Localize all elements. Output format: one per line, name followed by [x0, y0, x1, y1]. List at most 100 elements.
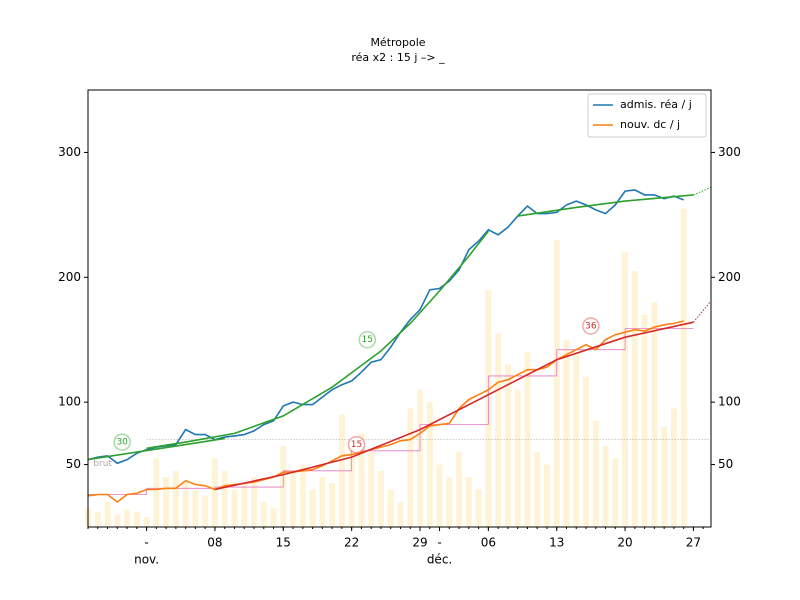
legend-label: nouv. dc / j	[620, 118, 680, 131]
bar	[661, 427, 668, 527]
chart-title: Métropole	[370, 36, 425, 49]
bar	[368, 452, 375, 527]
bar	[397, 502, 404, 527]
bar	[680, 208, 687, 527]
bar	[514, 389, 521, 527]
y2-tick-label: 200	[718, 270, 741, 284]
annotation: brut	[93, 459, 112, 469]
bar	[475, 489, 482, 527]
annotation: 30	[116, 438, 128, 448]
fit-line	[146, 230, 490, 450]
x-tick-label: 06	[481, 536, 496, 550]
bar	[153, 458, 160, 527]
bar	[172, 470, 179, 527]
y-tick-label: 50	[66, 457, 81, 471]
bar	[544, 464, 550, 527]
fit-line	[693, 300, 712, 323]
y-tick-label: 200	[58, 270, 81, 284]
bar	[378, 470, 384, 527]
bar	[299, 464, 306, 527]
y2-tick-label: 300	[718, 145, 741, 159]
bar	[319, 477, 326, 527]
bar	[329, 483, 336, 527]
bar	[417, 389, 423, 527]
bar	[260, 502, 267, 527]
series-line	[87, 320, 684, 504]
legend-box	[587, 93, 707, 138]
bar	[563, 339, 570, 527]
bar	[348, 439, 355, 527]
plot-frame	[87, 89, 712, 528]
legend: admis. réa / j nouv. dc / j	[587, 93, 707, 138]
x-tick-label: -	[144, 536, 148, 550]
bar	[456, 452, 462, 527]
bar	[534, 452, 541, 527]
bar	[583, 377, 589, 527]
bar	[290, 470, 296, 527]
annotation-badge	[113, 433, 131, 451]
bar	[592, 420, 599, 527]
bar	[231, 489, 238, 527]
bar	[182, 483, 189, 527]
fit-line	[87, 437, 225, 461]
bar	[133, 512, 140, 527]
annotation-badge	[582, 317, 600, 335]
y-tick-label: 300	[58, 145, 81, 159]
x-tick-label: 27	[686, 536, 701, 550]
bar	[114, 514, 121, 527]
annotation: 36	[585, 321, 597, 331]
legend-label: admis. réa / j	[620, 98, 692, 111]
x-month-label: nov.	[134, 553, 159, 567]
bar	[221, 470, 228, 527]
x-tick-label: 15	[276, 536, 291, 550]
bar	[612, 458, 619, 527]
bar	[212, 458, 218, 527]
bar	[143, 517, 150, 527]
bar	[104, 502, 111, 527]
bar	[504, 364, 511, 527]
bar	[495, 333, 502, 527]
series-line	[87, 189, 684, 465]
y2-tick-label: 100	[718, 395, 741, 409]
annotation: 15	[362, 335, 373, 345]
bar	[163, 477, 170, 527]
bar	[553, 239, 560, 528]
x-tick-label: 20	[617, 536, 632, 550]
bar	[202, 495, 209, 527]
bar	[407, 408, 414, 527]
x-month-label: déc.	[427, 553, 452, 567]
bar	[465, 477, 472, 527]
bar	[622, 252, 628, 528]
bar	[670, 408, 677, 527]
annotation-badge	[347, 435, 366, 454]
bar	[270, 508, 277, 527]
bar	[192, 489, 199, 527]
bar	[309, 489, 316, 527]
y-tick-label: 100	[58, 395, 81, 409]
fit-line	[517, 194, 694, 217]
bar	[436, 464, 443, 527]
y2-tick-label: 50	[718, 457, 733, 471]
bar	[358, 433, 365, 527]
bar	[651, 302, 658, 527]
bar	[524, 352, 531, 527]
x-tick-label: -	[437, 536, 441, 550]
annotation-badge	[358, 330, 377, 349]
x-tick-label: 08	[207, 536, 222, 550]
bar	[641, 314, 648, 527]
bar	[602, 445, 609, 527]
x-tick-label: 13	[549, 536, 564, 550]
bar	[426, 402, 433, 527]
x-tick-label: 29	[412, 536, 427, 550]
bar	[241, 483, 248, 527]
bar	[631, 271, 638, 527]
bar	[94, 512, 101, 527]
annotation: 15	[351, 440, 362, 450]
bar	[251, 477, 257, 527]
fit-line	[693, 186, 712, 196]
bar	[124, 509, 130, 527]
x-tick-label: 22	[344, 536, 359, 550]
bar	[387, 489, 394, 527]
